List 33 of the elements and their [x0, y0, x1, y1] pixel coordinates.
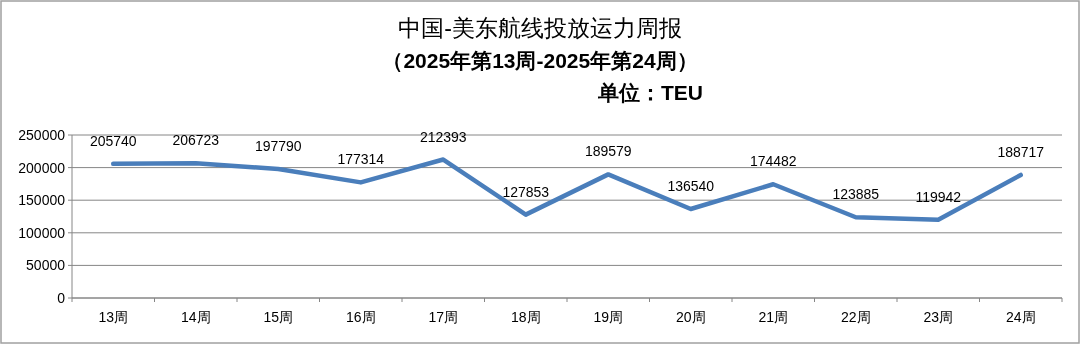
- x-tick-label: 22周: [840, 309, 871, 325]
- x-tick-label: 19周: [593, 309, 624, 325]
- y-tick-label: 0: [57, 290, 66, 306]
- data-label: 127853: [502, 183, 550, 200]
- x-tick-label: 14周: [180, 309, 211, 325]
- chart-subtitle: （2025年第13周-2025年第24周）: [382, 49, 698, 72]
- x-tick-label: 24周: [1005, 309, 1036, 325]
- data-label: 197790: [254, 138, 302, 155]
- data-label: 123885: [832, 186, 880, 203]
- x-tick-label: 18周: [510, 309, 541, 325]
- data-label: 189579: [584, 143, 632, 160]
- data-label: 206723: [172, 132, 220, 149]
- x-tick-label: 21周: [758, 309, 789, 325]
- data-label: 212393: [419, 128, 467, 145]
- data-label: 136540: [667, 177, 715, 194]
- data-label: 177314: [337, 151, 385, 168]
- x-tick-label: 16周: [345, 309, 376, 325]
- y-tick-label: 50000: [26, 257, 66, 274]
- x-tick-label: 23周: [923, 309, 954, 325]
- data-label: 188717: [997, 143, 1045, 160]
- x-tick-label: 20周: [675, 309, 706, 325]
- y-tick-label: 200000: [18, 159, 66, 176]
- x-tick-label: 15周: [263, 309, 294, 325]
- y-tick-label: 150000: [18, 192, 66, 209]
- y-tick-label: 250000: [18, 127, 66, 143]
- text: 单位：TEU: [597, 81, 703, 104]
- x-tick-label: 17周: [428, 309, 459, 325]
- data-label: 205740: [89, 132, 137, 149]
- chart-title: 中国-美东航线投放运力周报: [398, 15, 682, 41]
- data-label: 174482: [749, 153, 797, 170]
- y-tick-label: 100000: [18, 224, 66, 241]
- data-label: 119942: [915, 188, 962, 205]
- x-tick-label: 13周: [98, 309, 129, 325]
